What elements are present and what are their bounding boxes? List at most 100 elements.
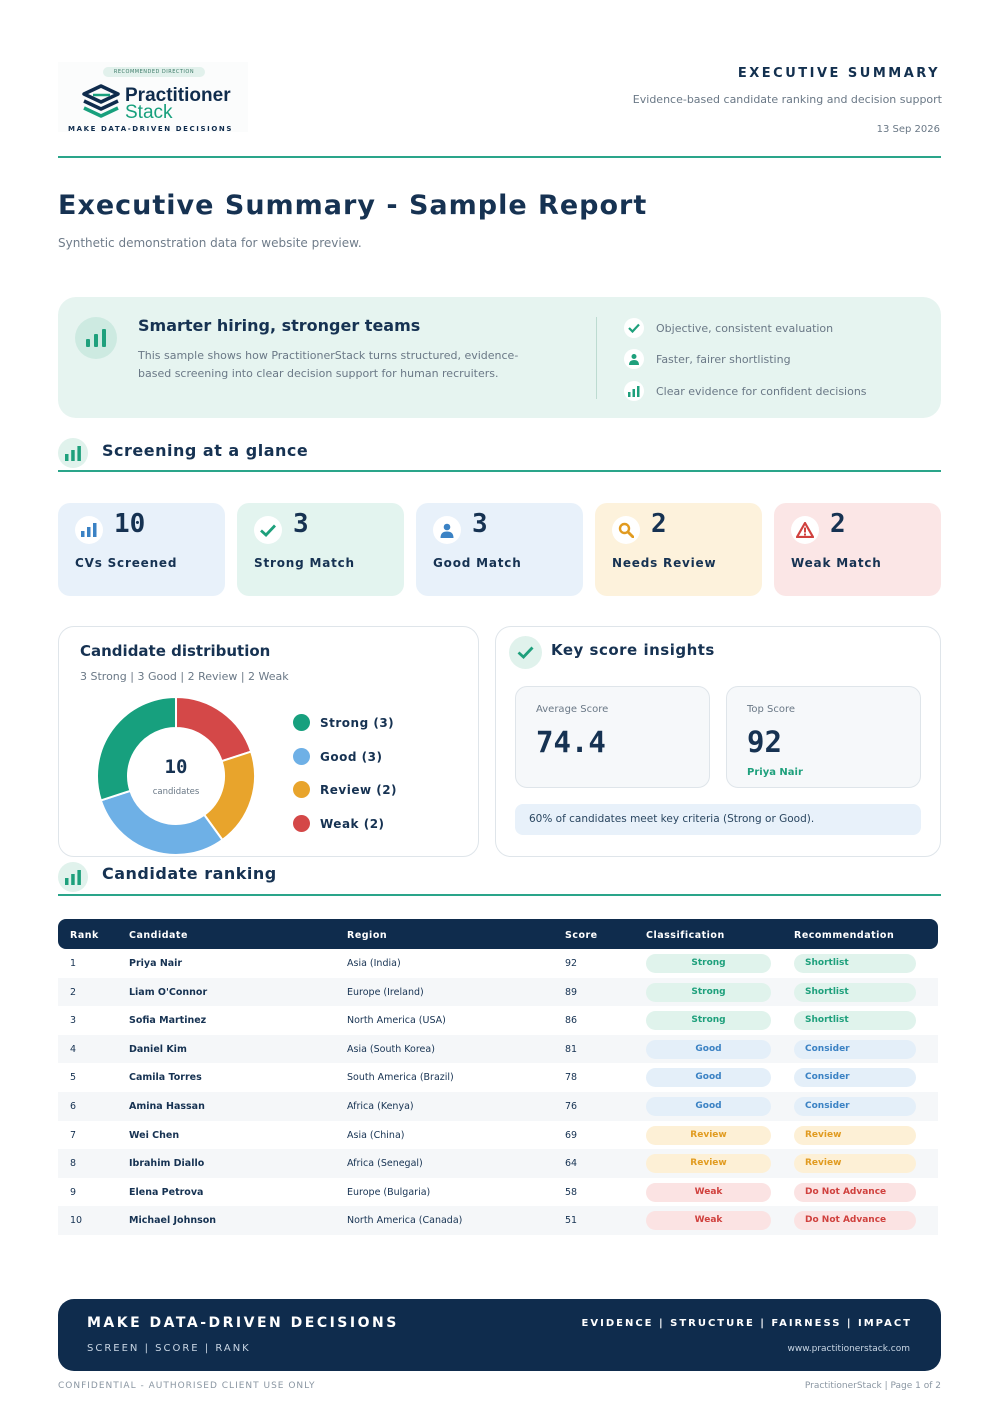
- average-score-label: Average Score: [536, 704, 609, 715]
- footer-values: EVIDENCE | STRUCTURE | FAIRNESS | IMPACT: [581, 1318, 912, 1329]
- cell-region: Europe (Bulgaria): [347, 1186, 431, 1198]
- cell-rank: 9: [70, 1186, 77, 1198]
- table-row: 9 Elena Petrova Europe (Bulgaria) 58 Weak Do …: [58, 1178, 938, 1207]
- footer-subline: SCREEN | SCORE | RANK: [87, 1343, 251, 1354]
- recommendation-badge: Do Not Advance: [794, 1211, 916, 1231]
- cell-score: 86: [565, 1015, 578, 1027]
- cell-score: 92: [565, 958, 578, 969]
- donut-center-label: candidates: [153, 787, 200, 797]
- candidate-ranking-table: Rank Candidate Region Score Classificati…: [58, 919, 938, 1235]
- donut-slice-good: [99, 789, 224, 856]
- classification-badge: Weak: [646, 1182, 771, 1202]
- insights-panel: Key score insights Average Score 74.4 To…: [495, 626, 941, 857]
- classification-badge: Strong: [646, 954, 771, 973]
- stat-value: 3: [472, 509, 488, 539]
- top-score-box: Top Score 92 Priya Nair: [726, 686, 921, 788]
- distribution-subtitle: 3 Strong | 3 Good | 2 Review | 2 Weak: [80, 670, 289, 683]
- stat-label: Good Match: [433, 556, 522, 570]
- distribution-title: Candidate distribution: [80, 642, 271, 660]
- header-date: 13 Sep 2026: [876, 124, 940, 135]
- cell-rank: 6: [70, 1100, 77, 1112]
- section-title-glance: Screening at a glance: [102, 441, 309, 460]
- col-header-candidate: Candidate: [129, 930, 188, 941]
- stack-logo-icon: [82, 84, 120, 118]
- confidential-note: CONFIDENTIAL - AUTHORISED CLIENT USE ONL…: [58, 1381, 316, 1391]
- cell-region: Africa (Kenya): [347, 1100, 414, 1112]
- stat-value: 2: [651, 509, 667, 539]
- cell-candidate: Priya Nair: [129, 958, 183, 969]
- cell-score: 78: [565, 1072, 578, 1084]
- cell-region: Asia (China): [347, 1129, 405, 1141]
- footer-banner: MAKE DATA-DRIVEN DECISIONS SCREEN | SCOR…: [58, 1299, 941, 1371]
- banner-bullet: Objective, consistent evaluation: [624, 318, 833, 338]
- stat-label: Weak Match: [791, 556, 882, 570]
- legend-item-good: Good (3): [293, 748, 382, 765]
- cell-candidate: Amina Hassan: [129, 1100, 205, 1112]
- recommendation-badge: Do Not Advance: [794, 1182, 916, 1202]
- cell-rank: 4: [70, 1043, 77, 1055]
- banner-bullet: Faster, fairer shortlisting: [624, 349, 791, 369]
- logo-pill: RECOMMENDED DIRECTION: [103, 67, 205, 77]
- stat-label: Needs Review: [612, 556, 717, 570]
- legend-label: Strong (3): [320, 715, 395, 730]
- classification-badge: Review: [646, 1125, 771, 1145]
- cell-candidate: Liam O'Connor: [129, 986, 208, 998]
- header-divider: [58, 156, 941, 158]
- recommendation-badge: Review: [794, 1154, 916, 1174]
- average-score-value: 74.4: [536, 725, 606, 759]
- stat-value: 3: [293, 509, 309, 539]
- cell-score: 69: [565, 1129, 578, 1141]
- table-body: 1 Priya Nair Asia (India) 92 Strong Shortlist…: [58, 949, 938, 1235]
- table-row: 8 Ibrahim Diallo Africa (Senegal) 64 Review R…: [58, 1149, 938, 1178]
- banner-text: This sample shows how PractitionerStack …: [138, 349, 519, 380]
- distribution-donut-chart: 10 candidates: [96, 695, 256, 856]
- legend-swatch: [293, 748, 310, 765]
- legend-label: Weak (2): [320, 816, 385, 831]
- cell-candidate: Elena Petrova: [129, 1186, 204, 1198]
- banner-divider: [596, 317, 597, 399]
- classification-badge: Good: [646, 1068, 771, 1088]
- bar-chart-icon: [75, 317, 117, 359]
- table-row: 10 Michael Johnson North America (Canada) 5…: [58, 1206, 938, 1235]
- cell-rank: 3: [70, 1015, 77, 1027]
- legend-label: Review (2): [320, 782, 398, 797]
- table-row: 1 Priya Nair Asia (India) 92 Strong Shortlist: [58, 949, 938, 978]
- banner-bullet-text: Objective, consistent evaluation: [656, 321, 834, 335]
- recommendation-badge: Shortlist: [794, 954, 916, 973]
- cell-region: Europe (Ireland): [347, 986, 424, 998]
- cell-score: 76: [565, 1100, 578, 1112]
- section-divider: [58, 894, 941, 896]
- logo-name-line1: Practitioner: [125, 85, 231, 106]
- donut-center-value: 10: [165, 756, 188, 778]
- stat-card-strong: 3 Strong Match: [237, 503, 404, 596]
- check-icon: [509, 636, 542, 669]
- recommendation-badge: Consider: [794, 1068, 916, 1088]
- cell-region: Africa (Senegal): [347, 1158, 423, 1170]
- table-row: 4 Daniel Kim Asia (South Korea) 81 Good Consi…: [58, 1034, 938, 1064]
- banner-heading: Smarter hiring, stronger teams: [138, 316, 421, 335]
- insights-title: Key score insights: [551, 641, 715, 659]
- cell-rank: 10: [70, 1215, 83, 1227]
- cell-rank: 5: [70, 1072, 77, 1084]
- footer-url[interactable]: www.practitionerstack.com: [787, 1344, 910, 1354]
- stat-card-good: 3 Good Match: [416, 503, 583, 596]
- stat-label: CVs Screened: [75, 556, 178, 570]
- bar-chart-icon: [75, 516, 103, 544]
- cell-region: Asia (India): [347, 958, 401, 969]
- col-header-classification: Classification: [646, 930, 725, 941]
- cell-rank: 8: [70, 1158, 77, 1170]
- distribution-panel: Candidate distribution 3 Strong | 3 Good…: [58, 626, 479, 857]
- classification-badge: Good: [646, 1096, 771, 1116]
- company-logo: RECOMMENDED DIRECTION Practitioner Stack…: [58, 62, 248, 133]
- cell-score: 51: [565, 1215, 578, 1227]
- cell-score: 58: [565, 1186, 578, 1198]
- bar-chart-icon: [624, 381, 644, 401]
- legend-swatch: [293, 815, 310, 832]
- value-banner: Smarter hiring, stronger teams This samp…: [58, 297, 941, 418]
- banner-bullet: Clear evidence for confident decisions: [624, 381, 867, 401]
- stat-value: 2: [830, 509, 846, 539]
- top-score-value: 92: [747, 725, 782, 759]
- cell-candidate: Camila Torres: [129, 1072, 202, 1084]
- recommendation-badge: Shortlist: [794, 1011, 916, 1031]
- table-row: 6 Amina Hassan Africa (Kenya) 76 Good Conside…: [58, 1091, 938, 1121]
